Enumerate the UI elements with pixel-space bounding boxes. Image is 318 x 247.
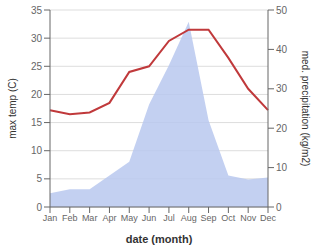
svg-text:35: 35 [31, 5, 43, 16]
svg-text:10: 10 [276, 162, 288, 173]
svg-text:30: 30 [276, 83, 288, 94]
svg-text:10: 10 [31, 145, 43, 156]
svg-text:Apr: Apr [102, 213, 116, 223]
svg-text:0: 0 [36, 202, 42, 213]
svg-text:Aug: Aug [181, 213, 197, 223]
svg-text:20: 20 [276, 123, 288, 134]
svg-text:0: 0 [276, 202, 282, 213]
svg-text:20: 20 [31, 89, 43, 100]
svg-text:Jul: Jul [163, 213, 175, 223]
svg-text:date (month): date (month) [126, 233, 193, 245]
svg-text:Nov: Nov [240, 213, 257, 223]
svg-text:Dec: Dec [260, 213, 277, 223]
svg-text:50: 50 [276, 5, 288, 16]
svg-text:Jan: Jan [43, 213, 58, 223]
svg-text:30: 30 [31, 33, 43, 44]
svg-text:May: May [121, 213, 139, 223]
svg-text:Sep: Sep [201, 213, 217, 223]
svg-text:5: 5 [36, 173, 42, 184]
svg-text:Oct: Oct [221, 213, 236, 223]
svg-text:Feb: Feb [62, 213, 78, 223]
svg-text:med. precipitation (kg/m2): med. precipitation (kg/m2) [300, 51, 310, 167]
svg-text:15: 15 [31, 117, 43, 128]
svg-text:25: 25 [31, 61, 43, 72]
svg-text:Mar: Mar [82, 213, 98, 223]
svg-text:Jun: Jun [142, 213, 157, 223]
svg-text:40: 40 [276, 44, 288, 55]
svg-text:max temp (C): max temp (C) [8, 78, 18, 139]
